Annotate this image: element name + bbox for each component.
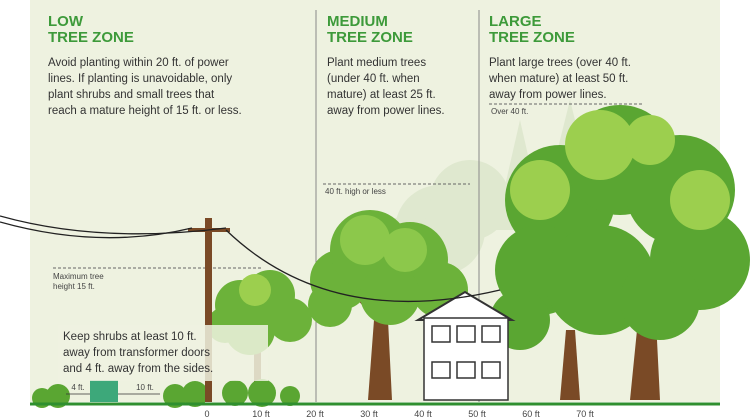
scale-label: 70 ft <box>576 409 594 419</box>
shrub-note: away from transformer doors <box>63 347 210 359</box>
zone-text: away from power lines. <box>327 105 445 117</box>
zone-text: away from power lines. <box>489 89 607 101</box>
scale-label: 30 ft <box>360 409 378 419</box>
scale-label: 0 <box>204 409 209 419</box>
height-label: Over 40 ft. <box>491 107 528 116</box>
scale-label: 40 ft <box>414 409 432 419</box>
zone-title: LARGE <box>489 13 542 30</box>
zone-text: Plant large trees (over 40 ft. <box>489 57 631 69</box>
power-lines <box>0 215 501 303</box>
dim-label: 10 ft. <box>136 383 154 392</box>
zone-text: when mature) at least 50 ft. <box>488 73 628 85</box>
height-label: Maximum tree <box>53 272 104 281</box>
shrubs <box>32 379 300 408</box>
zone-title: TREE ZONE <box>327 29 413 46</box>
transformer <box>90 380 118 402</box>
zone-title: MEDIUM <box>327 13 388 30</box>
zone-text: lines. If planting is unavoidable, only <box>48 73 232 85</box>
height-label: height 15 ft. <box>53 282 95 291</box>
zone-text: Plant medium trees <box>327 57 426 69</box>
zone-text: plant shrubs and small trees that <box>48 89 215 101</box>
zone-text: mature) at least 25 ft. <box>327 89 436 101</box>
scale-label: 50 ft <box>468 409 486 419</box>
dim-label: 4 ft. <box>71 383 84 392</box>
shrub-note: and 4 ft. away from the sides. <box>63 363 213 375</box>
house <box>414 290 516 401</box>
zone-text: reach a mature height of 15 ft. or less. <box>48 105 242 117</box>
zone-text: Avoid planting within 20 ft. of power <box>48 57 229 69</box>
scale-label: 60 ft <box>522 409 540 419</box>
zone-text: (under 40 ft. when <box>327 73 420 85</box>
zone-title: TREE ZONE <box>48 29 134 46</box>
medium-tree <box>308 210 468 400</box>
zone-title: TREE ZONE <box>489 29 575 46</box>
scale-label: 10 ft <box>252 409 270 419</box>
height-label: 40 ft. high or less <box>325 187 386 196</box>
shrub-note: Keep shrubs at least 10 ft. <box>63 331 197 343</box>
scale-label: 20 ft <box>306 409 324 419</box>
zone-title: LOW <box>48 13 84 30</box>
large-tree <box>490 105 750 400</box>
note-box <box>58 325 268 381</box>
height-lines <box>53 103 642 269</box>
